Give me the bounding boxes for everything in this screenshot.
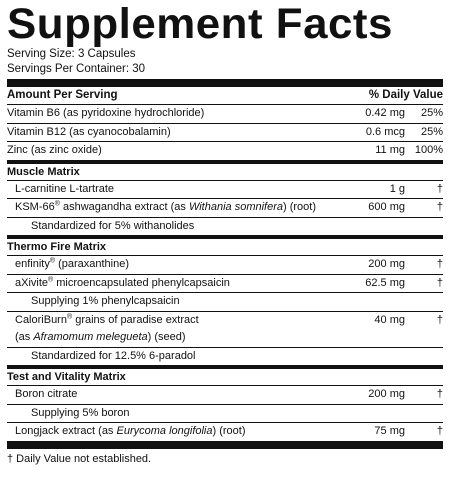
medium-divider	[7, 365, 443, 369]
thick-divider	[7, 440, 443, 449]
section-muscle-matrix: Muscle Matrix	[7, 164, 443, 181]
section-thermo-fire-matrix: Thermo Fire Matrix	[7, 239, 443, 256]
ingredient-name: aXivite® microencapsulated phenylcapsaic…	[15, 275, 230, 289]
nutrient-dv: 25%	[420, 125, 443, 138]
nutrient-amount: 11 mg	[375, 144, 405, 156]
footnote: † Daily Value not established.	[7, 452, 152, 465]
serving-size: Serving Size: 3 Capsules	[7, 48, 136, 60]
nutrient-name: Vitamin B6 (as pyridoxine hydrochloride)	[7, 107, 205, 119]
ingredient-row-lcarnitine: L-carnitine L-tartrate 1 g †	[7, 181, 443, 199]
ingredient-amount: 40 mg	[374, 313, 405, 326]
ingredient-name: CaloriBurn® grains of paradise extract (a…	[15, 312, 199, 343]
ingredient-dv: †	[436, 182, 443, 195]
section-test-vitality-matrix: Test and Vitality Matrix	[7, 369, 443, 386]
ingredient-supplying: Supplying 5% boron	[7, 405, 443, 423]
medium-divider	[7, 159, 443, 164]
ingredient-amount: 200 mg	[368, 258, 405, 270]
ingredient-name: L-carnitine L-tartrate	[15, 182, 115, 195]
ingredient-name: Longjack extract (as Eurycoma longifolia…	[15, 425, 246, 437]
column-header: Amount Per Serving % Daily Value	[7, 87, 443, 105]
ingredient-dv: †	[436, 258, 443, 270]
ingredient-dv: †	[436, 313, 443, 326]
ingredient-row-boron: Boron citrate 200 mg †	[7, 386, 443, 405]
ingredient-name: KSM-66® ashwagandha extract (as Withania…	[15, 200, 317, 213]
nutrient-dv: 25%	[420, 107, 443, 119]
ingredient-dv: †	[436, 388, 443, 400]
thick-divider	[7, 79, 443, 87]
panel-title: Supplement Facts	[7, 0, 393, 48]
dv-header: % Daily Value	[368, 89, 443, 101]
ingredient-row-axivite: aXivite® microencapsulated phenylcapsaic…	[7, 275, 443, 293]
amount-header: Amount Per Serving	[7, 89, 118, 101]
nutrient-row-b12: Vitamin B12 (as cyanocobalamin) 0.6 mcg …	[7, 124, 443, 142]
servings-per-container: Servings Per Container: 30	[7, 63, 146, 75]
ingredient-amount: 200 mg	[368, 388, 405, 400]
ingredient-row-longjack: Longjack extract (as Eurycoma longifolia…	[7, 423, 443, 441]
ingredient-row-ksm66: KSM-66® ashwagandha extract (as Withania…	[7, 199, 443, 218]
ingredient-row-caloriburn: CaloriBurn® grains of paradise extract (a…	[7, 312, 443, 348]
ingredient-name: enfinity® (paraxanthine)	[15, 257, 130, 270]
ingredient-standardization: Standardized for 12.5% 6-paradol	[31, 349, 196, 362]
ingredient-amount: 1 g	[389, 182, 405, 195]
ingredient-dv: †	[436, 276, 443, 289]
ingredient-dv: †	[436, 201, 443, 213]
ingredient-name: Boron citrate	[15, 388, 78, 400]
nutrient-dv: 100%	[414, 144, 443, 156]
ingredient-standardization: Standardized for 5% withanolides	[31, 219, 195, 232]
nutrient-row-b6: Vitamin B6 (as pyridoxine hydrochloride)…	[7, 105, 443, 124]
medium-divider	[7, 235, 443, 239]
ingredient-supplying: Supplying 1% phenylcapsaicin	[7, 293, 443, 312]
nutrient-row-zinc: Zinc (as zinc oxide) 11 mg 100%	[7, 142, 443, 160]
nutrient-amount: 0.6 mcg	[365, 125, 405, 138]
ingredient-dv: †	[436, 425, 443, 437]
ingredient-amount: 75 mg	[374, 425, 405, 437]
ingredient-amount: 600 mg	[368, 201, 405, 213]
nutrient-amount: 0.42 mg	[365, 107, 405, 119]
ingredient-row-enfinity: enfinity® (paraxanthine) 200 mg †	[7, 256, 443, 275]
nutrient-name: Vitamin B12 (as cyanocobalamin)	[7, 125, 171, 138]
nutrient-name: Zinc (as zinc oxide)	[7, 144, 102, 156]
ingredient-amount: 62.5 mg	[365, 276, 405, 289]
